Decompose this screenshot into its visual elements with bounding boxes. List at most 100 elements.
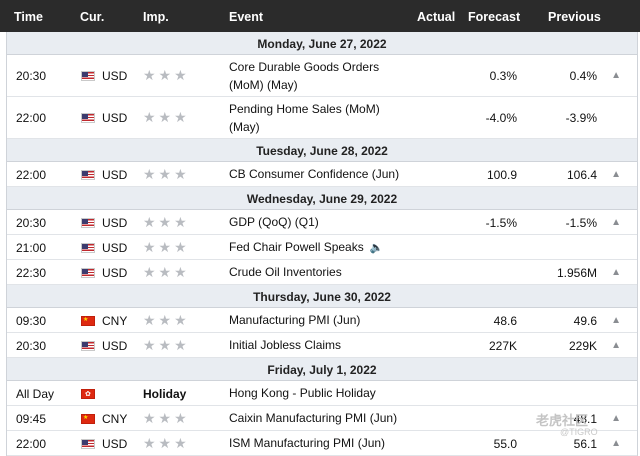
header-previous[interactable]: Previous xyxy=(548,10,601,24)
previous-value: 106.4 xyxy=(566,168,597,182)
watermark-handle: @TIGRO xyxy=(560,427,598,437)
alert-up-icon[interactable]: ▲ xyxy=(611,267,621,278)
us-flag-icon xyxy=(81,218,95,228)
currency-code: CNY xyxy=(102,314,128,328)
event-time: 20:30 xyxy=(16,339,47,353)
us-flag-icon xyxy=(81,170,95,180)
day-label: Tuesday, June 28, 2022 xyxy=(256,144,388,158)
event-name[interactable]: Pending Home Sales (MoM) (May) xyxy=(229,100,409,136)
china-flag-icon: ★ xyxy=(81,316,95,326)
table-row[interactable]: 20:30 USD ★★★ Initial Jobless Claims 227… xyxy=(7,333,637,358)
table-row[interactable]: 22:00 USD ★★★ CB Consumer Confidence (Ju… xyxy=(7,162,637,187)
holiday-label: Holiday xyxy=(143,387,187,401)
table-row[interactable]: 22:00 USD ★★★ Pending Home Sales (MoM) (M… xyxy=(7,97,637,139)
currency-code: USD xyxy=(102,437,128,451)
event-name[interactable]: Crude Oil Inventories xyxy=(229,265,342,279)
event-name[interactable]: ISM Manufacturing PMI (Jun) xyxy=(229,436,386,450)
us-flag-icon xyxy=(81,268,95,278)
previous-value: -3.9% xyxy=(565,111,597,125)
event-name[interactable]: Caixin Manufacturing PMI (Jun) xyxy=(229,411,398,425)
previous-value: 229K xyxy=(568,339,597,353)
importance-stars-icon: ★★★ xyxy=(143,214,190,230)
currency-code: USD xyxy=(102,216,128,230)
event-name-line1: Core Durable Goods Orders xyxy=(229,60,380,74)
forecast-value: 48.6 xyxy=(493,314,517,328)
currency-code: USD xyxy=(102,69,128,83)
event-time: 22:00 xyxy=(16,437,47,451)
event-name[interactable]: Fed Chair Powell Speaks 🔈 xyxy=(229,238,409,257)
day-header: Tuesday, June 28, 2022 xyxy=(7,139,637,162)
currency-code: USD xyxy=(102,266,128,280)
event-time: 22:00 xyxy=(16,168,47,182)
header-actual[interactable]: Actual xyxy=(417,10,456,24)
alert-up-icon[interactable]: ▲ xyxy=(611,169,621,180)
forecast-value: 0.3% xyxy=(489,69,517,83)
event-time: 21:00 xyxy=(16,241,47,255)
alert-up-icon[interactable]: ▲ xyxy=(611,315,621,326)
header-currency[interactable]: Cur. xyxy=(80,10,105,24)
alert-up-icon[interactable]: ▲ xyxy=(611,340,621,351)
header-importance[interactable]: Imp. xyxy=(143,10,169,24)
event-name[interactable]: Core Durable Goods Orders (MoM) (May) xyxy=(229,58,409,94)
event-name[interactable]: GDP (QoQ) (Q1) xyxy=(229,215,319,229)
event-name[interactable]: Hong Kong - Public Holiday xyxy=(229,386,376,400)
us-flag-icon xyxy=(81,71,95,81)
speaker-icon: 🔈 xyxy=(369,242,384,254)
day-label: Monday, June 27, 2022 xyxy=(257,37,387,51)
importance-stars-icon: ★★★ xyxy=(143,410,190,426)
day-header: Thursday, June 30, 2022 xyxy=(7,285,637,308)
table-row[interactable]: 09:45 ★ CNY ★★★ Caixin Manufacturing PMI… xyxy=(7,406,637,431)
alert-up-icon[interactable]: ▲ xyxy=(611,438,621,449)
event-name[interactable]: Manufacturing PMI (Jun) xyxy=(229,313,361,327)
importance-stars-icon: ★★★ xyxy=(143,109,190,125)
previous-value: 49.6 xyxy=(573,314,597,328)
importance-stars-icon: ★★★ xyxy=(143,312,190,328)
us-flag-icon xyxy=(81,341,95,351)
event-name-line2: (MoM) (May) xyxy=(229,78,298,92)
forecast-value: 100.9 xyxy=(486,168,517,182)
table-row[interactable]: 20:30 USD ★★★ Core Durable Goods Orders (… xyxy=(7,55,637,97)
watermark-logo: 老虎社区 xyxy=(536,413,589,428)
event-time: All Day xyxy=(16,387,55,401)
table-row[interactable]: All Day ✿ Holiday Hong Kong - Public Hol… xyxy=(7,381,637,406)
previous-value: -1.5% xyxy=(565,216,597,230)
event-name[interactable]: Initial Jobless Claims xyxy=(229,338,342,352)
header-time[interactable]: Time xyxy=(14,10,43,24)
currency-code: USD xyxy=(102,168,128,182)
day-label: Friday, July 1, 2022 xyxy=(267,363,377,377)
previous-value: 48.1 xyxy=(573,412,597,426)
previous-value: 0.4% xyxy=(569,69,597,83)
alert-up-icon[interactable]: ▲ xyxy=(611,217,621,228)
table-row[interactable]: 09:30 ★ CNY ★★★ Manufacturing PMI (Jun) … xyxy=(7,308,637,333)
importance-stars-icon: ★★★ xyxy=(143,337,190,353)
header-forecast[interactable]: Forecast xyxy=(468,10,521,24)
event-time: 22:30 xyxy=(16,266,47,280)
table-row[interactable]: 22:30 USD ★★★ Crude Oil Inventories 1.95… xyxy=(7,260,637,285)
us-flag-icon xyxy=(81,439,95,449)
event-time: 20:30 xyxy=(16,216,47,230)
importance-stars-icon: ★★★ xyxy=(143,67,190,83)
table-row[interactable]: 22:00 USD ★★★ ISM Manufacturing PMI (Jun… xyxy=(7,431,637,456)
alert-up-icon[interactable]: ▲ xyxy=(611,413,621,424)
day-label: Thursday, June 30, 2022 xyxy=(253,290,391,304)
event-time: 09:30 xyxy=(16,314,47,328)
importance-stars-icon: ★★★ xyxy=(143,166,190,182)
event-name[interactable]: CB Consumer Confidence (Jun) xyxy=(229,167,400,181)
us-flag-icon xyxy=(81,113,95,123)
day-header: Wednesday, June 29, 2022 xyxy=(7,187,637,210)
forecast-value: 227K xyxy=(488,339,517,353)
forecast-value: -4.0% xyxy=(485,111,517,125)
event-time: 20:30 xyxy=(16,69,47,83)
economic-calendar-table: Monday, June 27, 2022 20:30 USD ★★★ Core… xyxy=(6,32,638,456)
alert-up-icon[interactable]: ▲ xyxy=(611,70,621,81)
previous-value: 1.956M xyxy=(556,266,597,280)
table-row[interactable]: 20:30 USD ★★★ GDP (QoQ) (Q1) -1.5% -1.5%… xyxy=(7,210,637,235)
currency-code: CNY xyxy=(102,412,128,426)
currency-code: USD xyxy=(102,241,128,255)
header-event[interactable]: Event xyxy=(229,10,264,24)
table-row[interactable]: 21:00 USD ★★★ Fed Chair Powell Speaks 🔈 xyxy=(7,235,637,260)
currency-code: USD xyxy=(102,111,128,125)
forecast-value: -1.5% xyxy=(485,216,517,230)
day-header: Monday, June 27, 2022 xyxy=(7,32,637,55)
importance-stars-icon: ★★★ xyxy=(143,264,190,280)
